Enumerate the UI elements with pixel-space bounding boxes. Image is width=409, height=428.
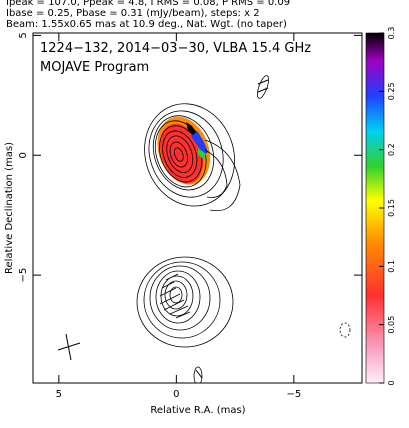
colorbar-tick-label: 0.2 — [387, 143, 396, 156]
y-axis-label: Relative Declination (mas) — [4, 142, 15, 274]
colorbar-tick-label: 0.1 — [387, 260, 396, 273]
colorbar-tick-label: 0.3 — [387, 27, 396, 40]
core-contours — [144, 103, 235, 207]
x-tick-label: 5 — [56, 389, 62, 400]
colorbar-tick-label: 0 — [387, 380, 396, 385]
x-tick-label: −5 — [286, 389, 301, 400]
plot-frame — [32, 32, 363, 384]
header-line: Ipeak = 107.0, Ppeak = 4.8, I RMS = 0.08… — [6, 0, 290, 8]
y-tick-label: 0 — [18, 152, 29, 158]
jet-contours — [136, 256, 234, 348]
header-line: Beam: 1.55x0.65 mas at 10.9 deg., Nat. W… — [6, 19, 287, 30]
y-tick-label: −5 — [18, 268, 29, 283]
x-axis-label: Relative R.A. (mas) — [150, 405, 245, 416]
x-tick-label: 0 — [173, 389, 179, 400]
colorbar-tick-label: 0.25 — [387, 82, 396, 100]
image — [57, 75, 351, 383]
colorbar-tick-label: 0.15 — [387, 199, 396, 217]
beam-cross — [57, 342, 81, 351]
y-tick-label: 5 — [18, 32, 29, 38]
chart-subtitle: MOJAVE Program — [40, 60, 149, 75]
header-line: Ibase = 0.25, Pbase = 0.31 (mJy/beam), s… — [6, 8, 260, 19]
colorbar-tick-label: 0.05 — [387, 316, 396, 334]
chart-title: 1224−132, 2014−03−30, VLBA 15.4 GHz — [40, 41, 311, 56]
